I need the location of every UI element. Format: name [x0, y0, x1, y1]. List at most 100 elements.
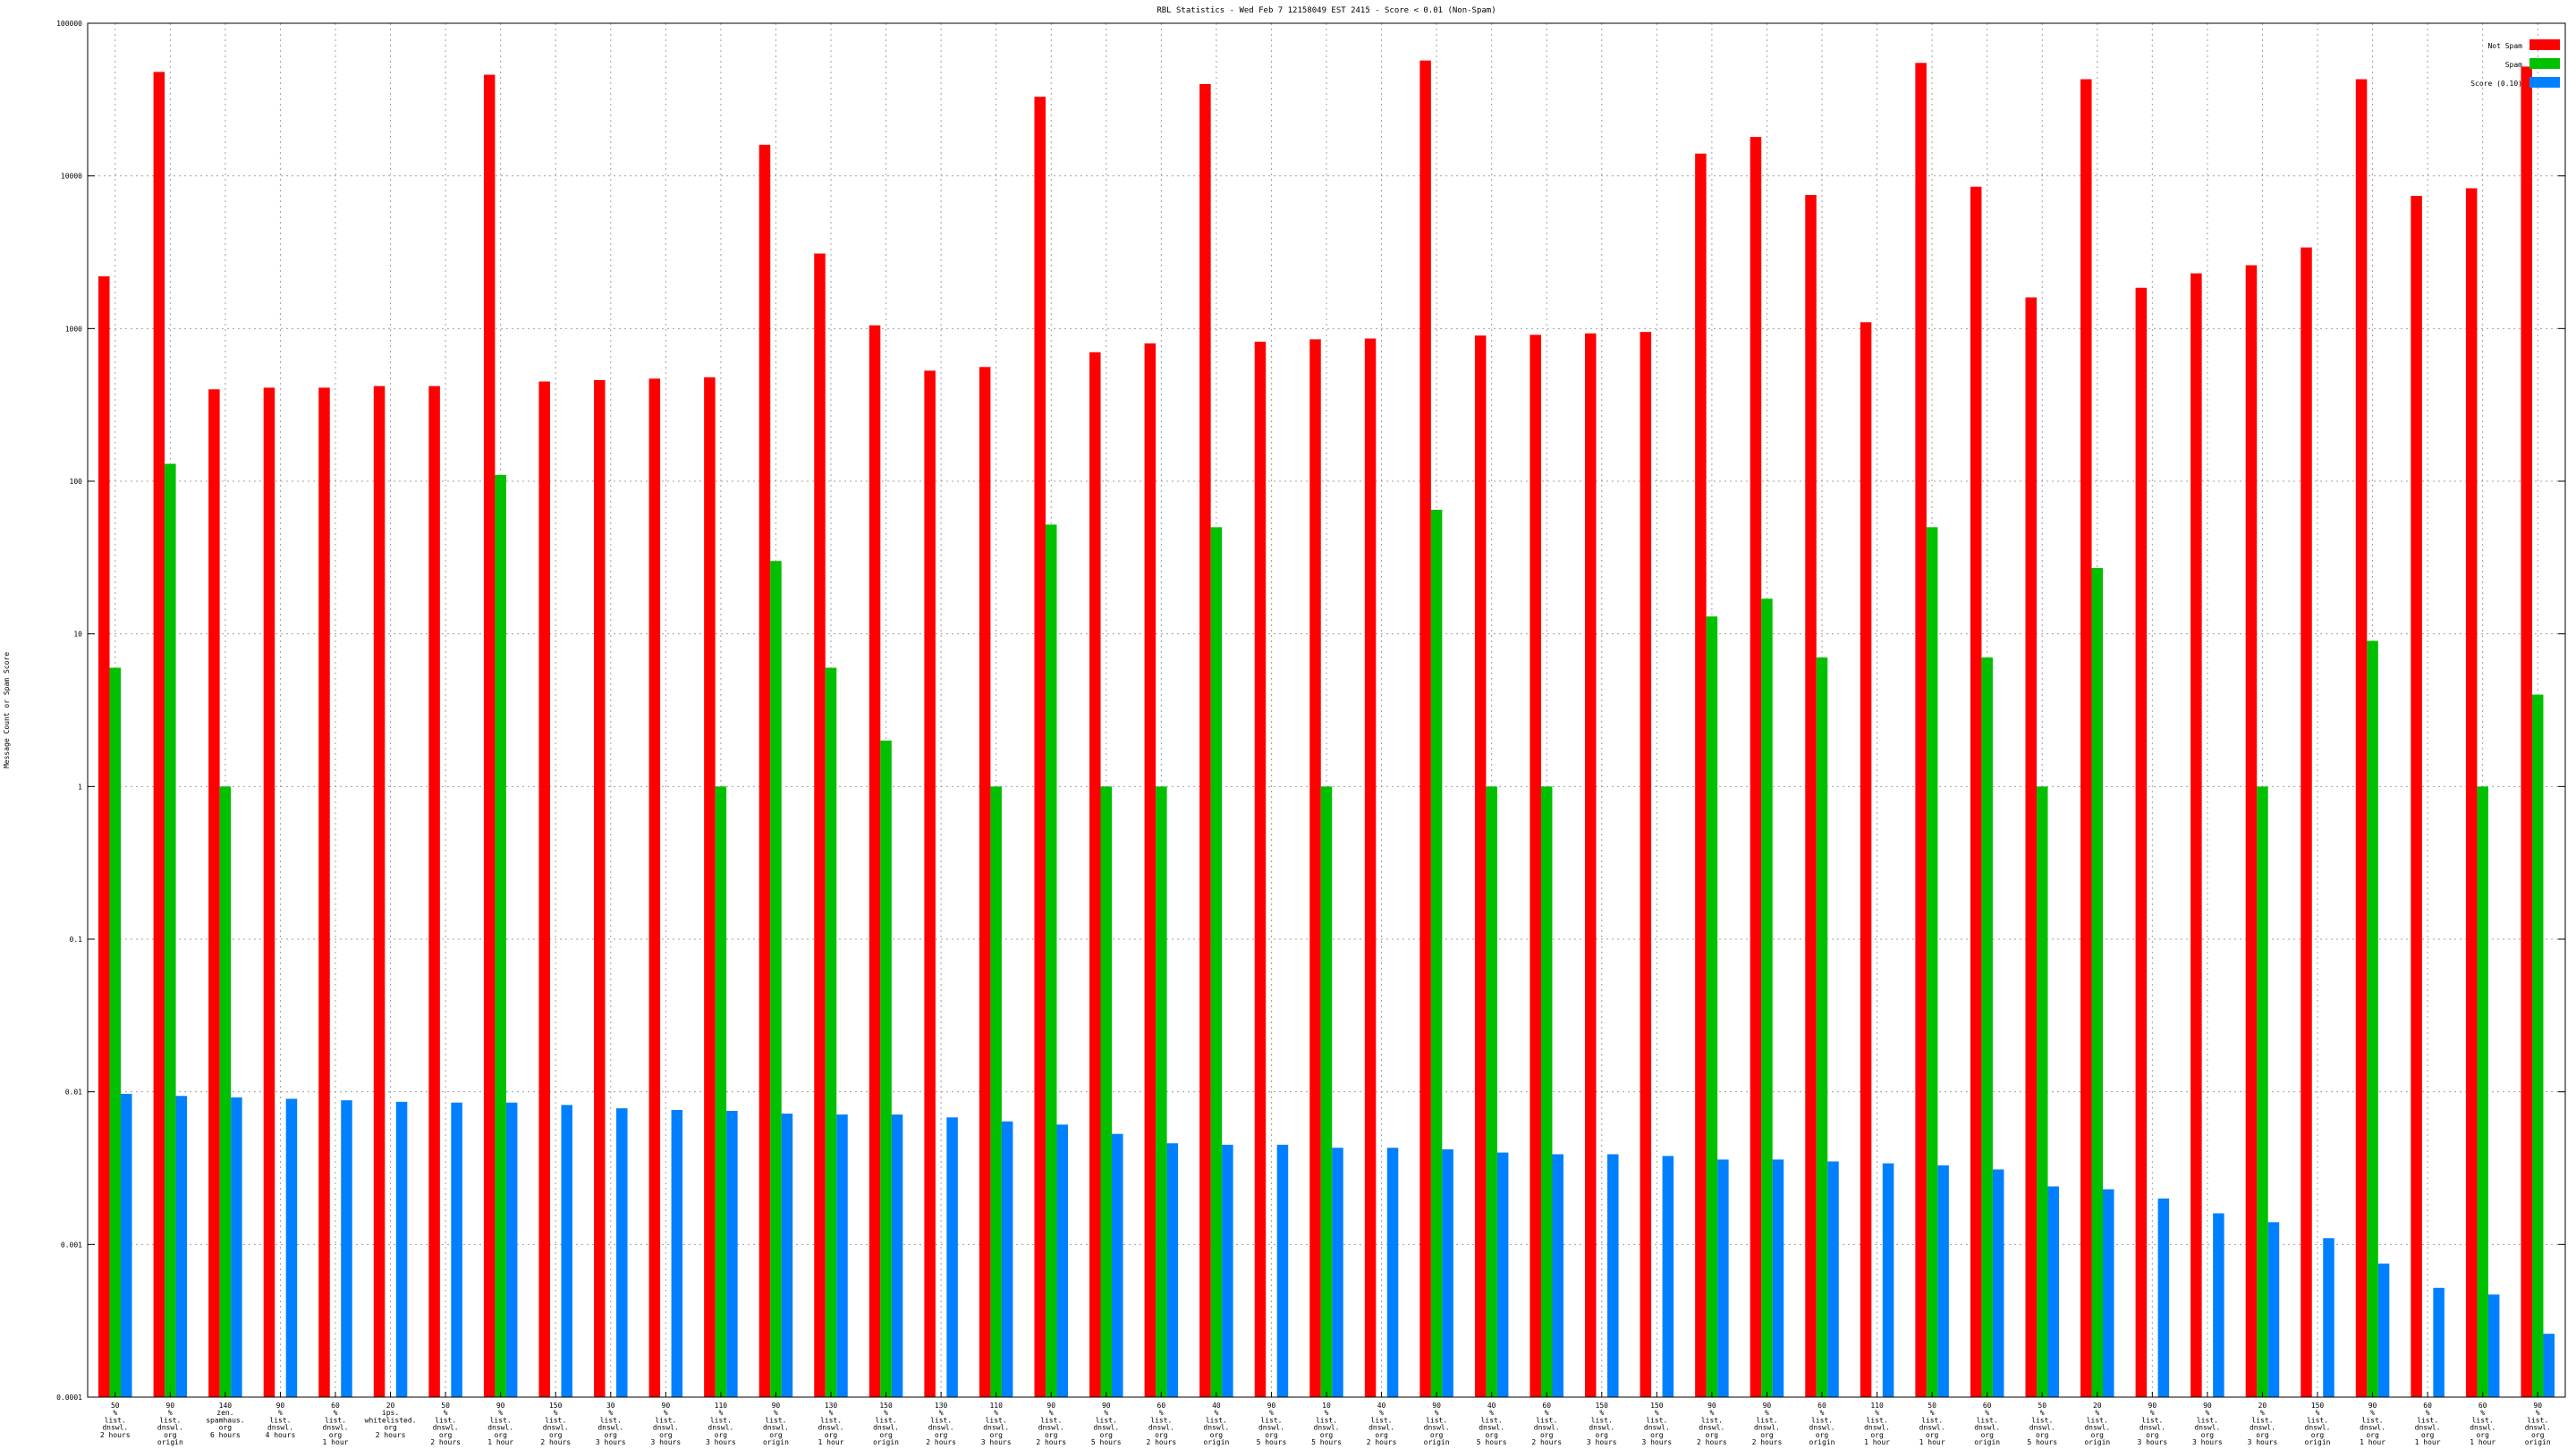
x-tick-label-line: list.	[325, 1416, 346, 1424]
y-tick-label: 0.001	[61, 1241, 82, 1249]
x-tick-label-line: %	[2095, 1409, 2099, 1417]
bar-score-0-10	[671, 1110, 683, 1397]
x-tick-label-line: org	[2036, 1431, 2049, 1439]
x-tick-label-line: 90	[2368, 1402, 2377, 1410]
x-tick-label-line: dnswl.	[1919, 1424, 1945, 1432]
x-tick-label-line: 1 hour	[2470, 1438, 2496, 1446]
x-tick-label: 90% list. dnswl. org 5 hours	[1091, 1402, 1122, 1446]
x-tick-label-line: list.	[600, 1416, 622, 1424]
bar-spam	[2477, 786, 2488, 1397]
x-tick-label-line: %	[1325, 1409, 1329, 1417]
x-tick-label: 140 zen. spamhaus. org 6 hours	[206, 1402, 244, 1439]
x-tick-label-line: org	[1265, 1431, 1278, 1439]
x-tick-label-line: ips.	[382, 1409, 399, 1417]
bar-spam	[2367, 640, 2378, 1397]
legend: Not Spam Spam Score (0.10)	[2470, 39, 2560, 88]
x-tick-label-line: 90	[1102, 1402, 1111, 1410]
y-tick-label: 0.0001	[56, 1394, 82, 1402]
bar-score-0-10	[1001, 1121, 1013, 1397]
x-tick-label-line: list.	[269, 1416, 291, 1424]
bar-score-0-10	[175, 1096, 188, 1397]
x-tick-label-line: %	[2536, 1409, 2540, 1417]
x-tick-label-line: 90	[2203, 1402, 2212, 1410]
y-tick-label: 1	[78, 783, 82, 791]
x-tick-label: 60% list. dnswl. org 1 hour	[2470, 1402, 2496, 1446]
legend-swatch	[2529, 77, 2560, 88]
bar-not-spam	[428, 386, 440, 1398]
x-tick-label: 90% list. dnswl. org 3 hours	[2137, 1402, 2167, 1446]
x-tick-label-line: origin	[1809, 1438, 1835, 1446]
y-tick-label: 0.01	[65, 1089, 82, 1097]
bar-score-0-10	[946, 1117, 958, 1397]
x-tick-label-line: org	[2311, 1431, 2325, 1439]
bar-score-0-10	[1937, 1165, 1949, 1397]
x-tick-label-line: dnswl.	[323, 1424, 349, 1432]
x-tick-label-line: list.	[2251, 1416, 2273, 1424]
x-tick-label-line: list.	[1371, 1416, 1393, 1424]
bar-not-spam	[648, 378, 661, 1397]
bar-spam	[990, 786, 1002, 1397]
x-tick-label-line: 50	[1928, 1402, 1936, 1410]
x-tick-label: 40% list. dnswl. org 5 hours	[1477, 1402, 1507, 1446]
x-tick-label-line: %	[1709, 1409, 1714, 1417]
x-tick-label-line: 20	[2093, 1402, 2102, 1410]
bar-not-spam	[538, 381, 550, 1397]
x-tick-label-line: org	[2256, 1431, 2269, 1439]
x-tick-label-line: org	[1485, 1431, 1498, 1439]
x-tick-label-line: %	[1489, 1409, 1494, 1417]
x-tick-label-line: dnswl.	[2140, 1424, 2165, 1432]
y-axis-label: Message Count or Spam Score	[3, 652, 11, 768]
legend-label: Score (0.10)	[2470, 80, 2522, 88]
x-tick-label-line: org	[605, 1431, 618, 1439]
x-tick-label-line: list.	[159, 1416, 181, 1424]
x-tick-label: 130% list. dnswl. org 2 hours	[926, 1402, 956, 1446]
x-tick-label-line: 150	[879, 1402, 893, 1410]
x-tick-label: 90% list. dnswl. org origin	[1424, 1402, 1450, 1446]
x-tick-label-line: origin	[1203, 1438, 1229, 1446]
x-tick-label-line: %	[664, 1409, 668, 1417]
x-tick-label-line: 90	[496, 1402, 505, 1410]
x-tick-label: 60% list. dnswl. org origin	[1809, 1402, 1835, 1446]
x-tick-label-line: dnswl.	[1589, 1424, 1614, 1432]
x-tick-label-line: org	[1320, 1431, 1334, 1439]
x-tick-label-line: dnswl.	[983, 1424, 1009, 1432]
bar-score-0-10	[451, 1102, 462, 1397]
bar-not-spam	[1419, 60, 1431, 1397]
x-tick-label-line: 40	[1377, 1402, 1386, 1410]
x-tick-label-line: org	[2366, 1431, 2379, 1439]
x-tick-label-line: %	[444, 1409, 448, 1417]
bar-not-spam	[1034, 97, 1046, 1398]
x-tick-label-line: 2 hours	[1697, 1438, 1727, 1446]
x-tick-label-line: org	[1650, 1431, 1664, 1439]
x-tick-label-line: list.	[655, 1416, 676, 1424]
x-tick-label-line: dnswl.	[102, 1424, 128, 1432]
x-tick-label-line: dnswl.	[2250, 1424, 2275, 1432]
bar-score-0-10	[1166, 1143, 1179, 1397]
x-tick-label-line: dnswl.	[1754, 1424, 1780, 1432]
x-tick-label: 50% list. dnswl. org 2 hours	[430, 1402, 461, 1446]
x-tick-label-line: dnswl.	[873, 1424, 899, 1432]
x-tick-label-line: dnswl.	[543, 1424, 569, 1432]
x-tick-label-line: %	[884, 1409, 888, 1417]
bar-score-0-10	[341, 1100, 352, 1397]
bar-spam	[1100, 786, 1113, 1397]
bar-not-spam	[1144, 343, 1157, 1397]
x-tick-label-line: 5 hours	[1311, 1438, 1342, 1446]
x-tick-label-line: org	[439, 1431, 453, 1439]
x-tick-label-line: 1 hour	[2360, 1438, 2385, 1446]
x-tick-label: 110% list. dnswl. org 1 hour	[1864, 1402, 1890, 1446]
x-tick-label-line: 40	[1212, 1402, 1221, 1410]
x-tick-label-line: 6 hours	[210, 1431, 241, 1439]
y-tick-label: 100	[70, 478, 83, 486]
x-tick-label-line: 30	[606, 1402, 615, 1410]
x-tick-label-line: 2 hours	[1367, 1438, 1397, 1446]
x-tick-label-line: 3 hours	[2248, 1438, 2278, 1446]
x-tick-label-line: 150	[549, 1402, 563, 1410]
x-tick-label: 50% list. dnswl. 2 hours	[100, 1402, 131, 1439]
x-tick-label-line: %	[1820, 1409, 1825, 1417]
bar-score-0-10	[121, 1093, 132, 1397]
bar-not-spam	[1309, 339, 1321, 1398]
x-tick-label-line: list.	[1426, 1416, 1447, 1424]
x-tick-label-line: 3 hours	[1587, 1438, 1617, 1446]
